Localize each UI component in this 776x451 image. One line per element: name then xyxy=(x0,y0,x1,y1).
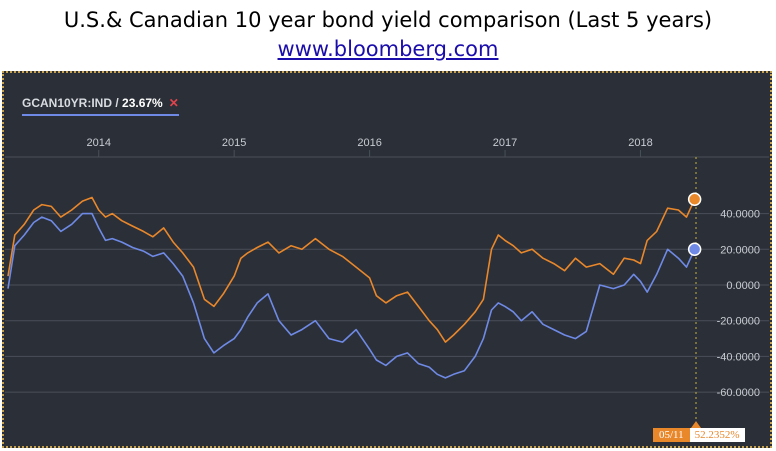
y-tick-label: -20.0000 xyxy=(717,316,760,328)
blue-series-line xyxy=(7,212,696,379)
y-tick-label: -40.0000 xyxy=(717,351,760,363)
ticker-tag[interactable]: GCAN10YR:IND / 23.67% ✕ xyxy=(22,96,179,116)
blue-series-end-point xyxy=(687,242,702,257)
cursor-value: 52.2352% xyxy=(689,428,745,442)
page-title: U.S.& Canadian 10 year bond yield compar… xyxy=(63,8,713,32)
header: U.S.& Canadian 10 year bond yield compar… xyxy=(0,0,776,68)
y-tick-label: 0.0000 xyxy=(726,280,760,292)
cursor-date: 05/11 xyxy=(653,428,690,442)
x-tick-label: 2017 xyxy=(493,137,517,149)
source-link[interactable]: www.bloomberg.com xyxy=(277,37,499,61)
x-tick-label: 2016 xyxy=(357,137,381,149)
y-tick-label: 20.0000 xyxy=(720,244,760,256)
y-tick-label: 40.0000 xyxy=(720,209,760,221)
ticker-value: 23.67% xyxy=(122,96,163,110)
x-tick-label: 2018 xyxy=(628,137,652,149)
ticker-separator: / xyxy=(112,96,123,110)
orange-series-end-point xyxy=(687,192,702,207)
x-tick-label: 2014 xyxy=(86,137,110,149)
cursor-badge: 05/11 52.2352% xyxy=(653,428,745,444)
x-tick-label: 2015 xyxy=(222,137,246,149)
y-tick-label: -60.0000 xyxy=(717,387,760,399)
cursor-marker xyxy=(691,421,701,428)
orange-series-line xyxy=(7,196,696,343)
close-icon[interactable]: ✕ xyxy=(168,96,179,110)
ticker-label: GCAN10YR:IND xyxy=(22,96,113,110)
